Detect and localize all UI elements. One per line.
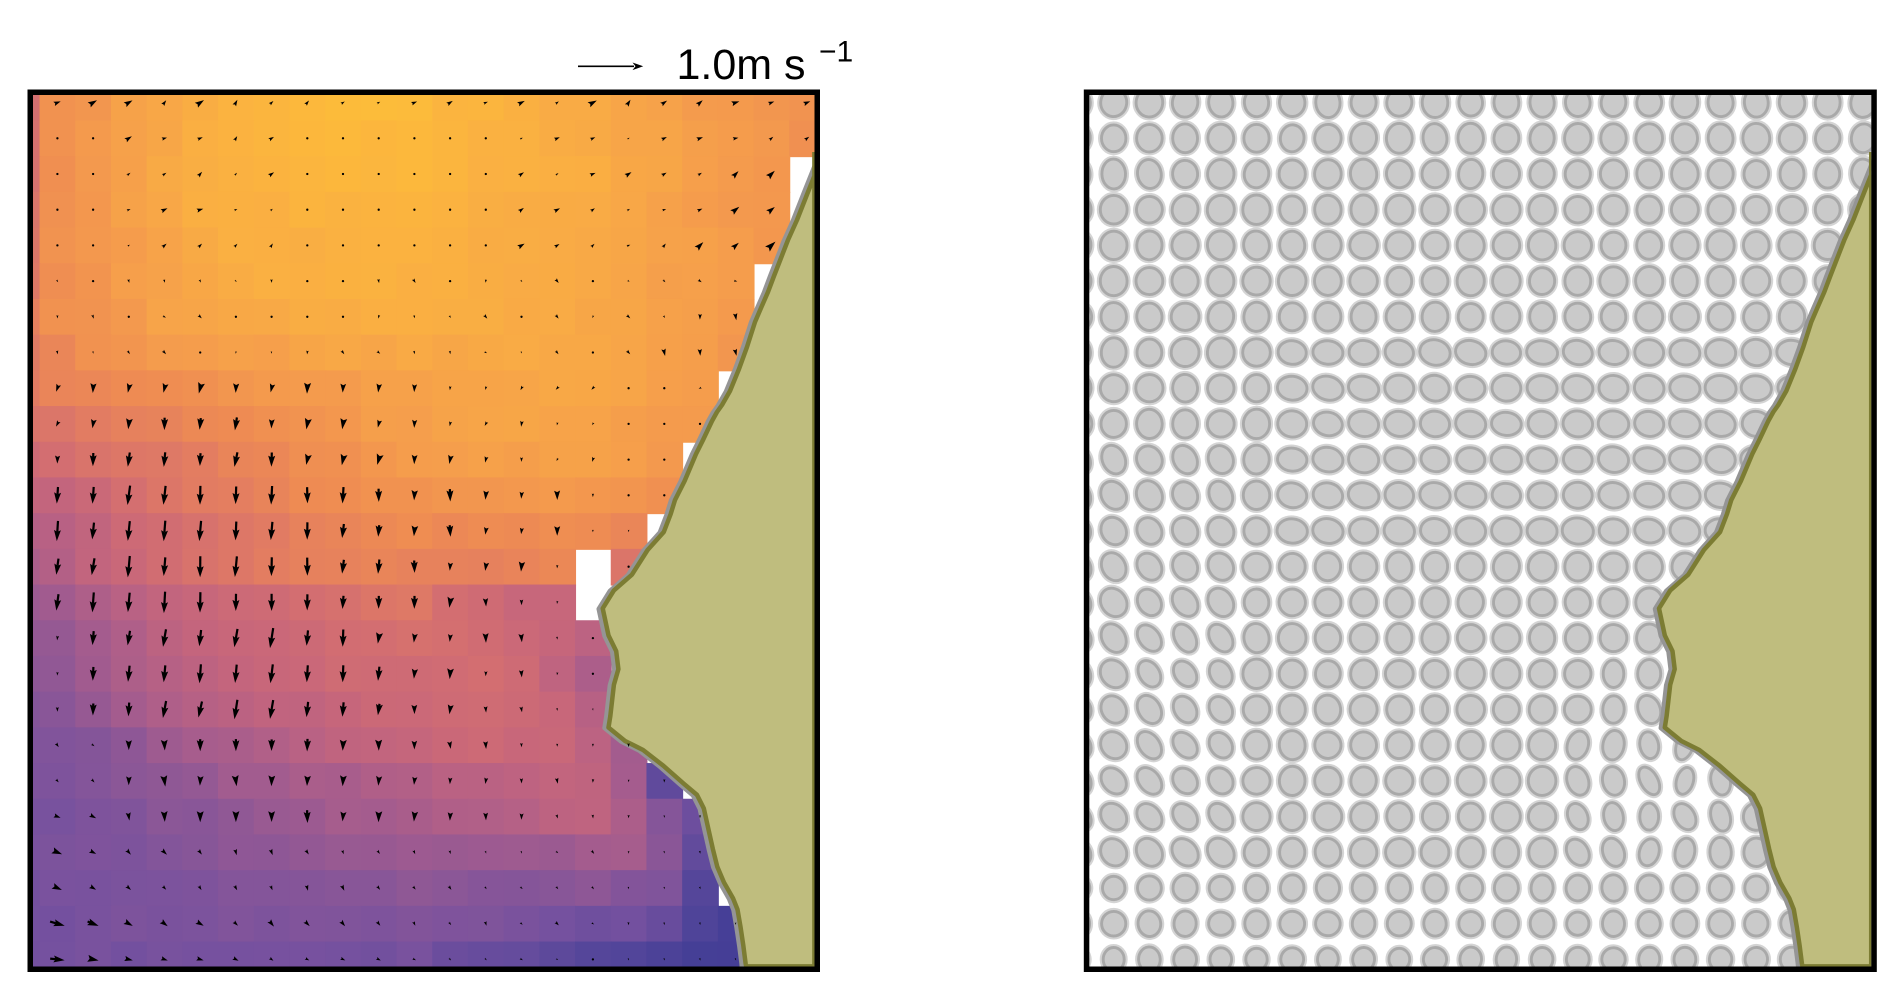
svg-text:−1: −1 [819,36,853,69]
svg-text:1.0m s: 1.0m s [677,41,806,89]
